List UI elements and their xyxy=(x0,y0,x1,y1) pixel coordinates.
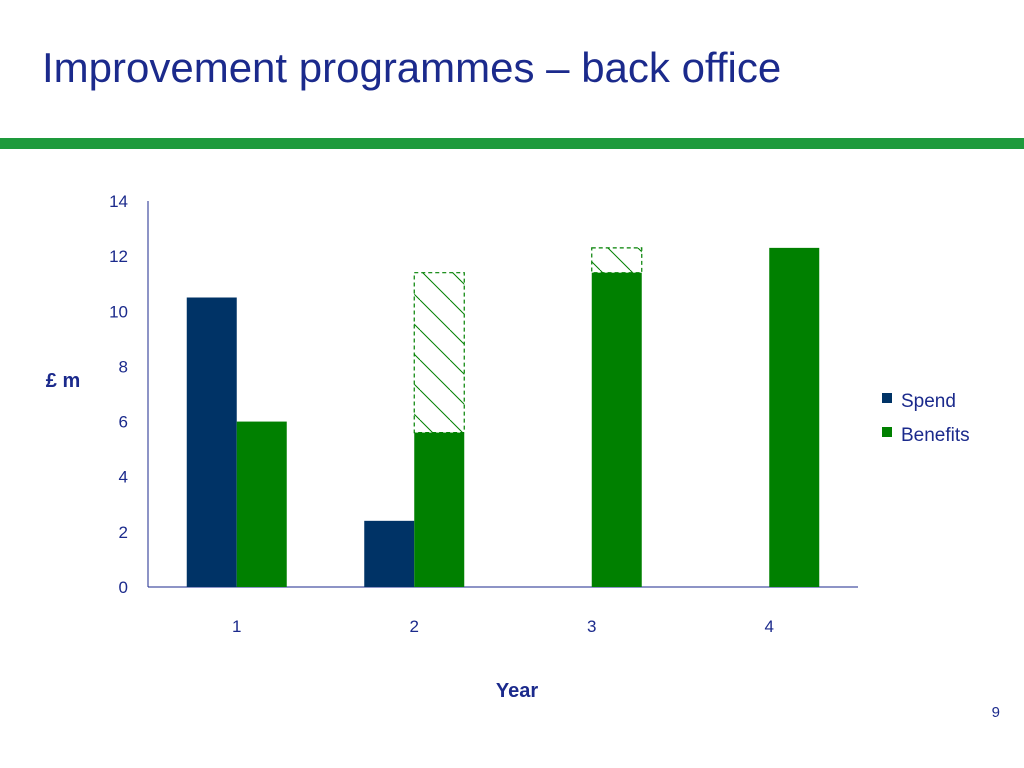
y-tick-label: 0 xyxy=(119,578,128,597)
y-tick-label: 12 xyxy=(109,247,128,266)
hatched-extension-year-3 xyxy=(591,247,643,274)
bar-spend-year-1 xyxy=(186,297,237,587)
x-tick-label: 2 xyxy=(410,617,419,636)
y-tick-label: 4 xyxy=(119,468,128,487)
y-tick-label: 2 xyxy=(119,523,128,542)
bar-benefits-year-3 xyxy=(591,272,642,587)
slide-title: Improvement programmes – back office xyxy=(42,44,782,91)
slide-number: 9 xyxy=(991,704,1000,721)
bar-benefits-year-2 xyxy=(414,432,465,587)
y-tick-label: 6 xyxy=(119,413,128,432)
legend: Spend Benefits xyxy=(882,391,970,446)
legend-swatch-benefits xyxy=(882,427,892,437)
y-tick-label: 14 xyxy=(109,192,128,211)
bar-benefits-year-1 xyxy=(236,421,287,587)
title-divider xyxy=(0,138,1024,149)
x-tick-label: 3 xyxy=(587,617,596,636)
bar-spend-year-2 xyxy=(364,520,415,587)
bar-benefits-year-4 xyxy=(769,247,820,587)
y-tick-label: 10 xyxy=(109,302,128,321)
y-axis-label: £ m xyxy=(46,370,80,392)
y-tick-label: 8 xyxy=(119,357,128,376)
legend-swatch-spend xyxy=(882,393,892,403)
legend-label-spend: Spend xyxy=(901,391,956,412)
x-tick-label: 4 xyxy=(765,617,774,636)
hatched-extension-year-2 xyxy=(413,272,465,434)
legend-label-benefits: Benefits xyxy=(901,425,970,446)
x-axis-label: Year xyxy=(496,680,538,702)
x-tick-label: 1 xyxy=(232,617,241,636)
